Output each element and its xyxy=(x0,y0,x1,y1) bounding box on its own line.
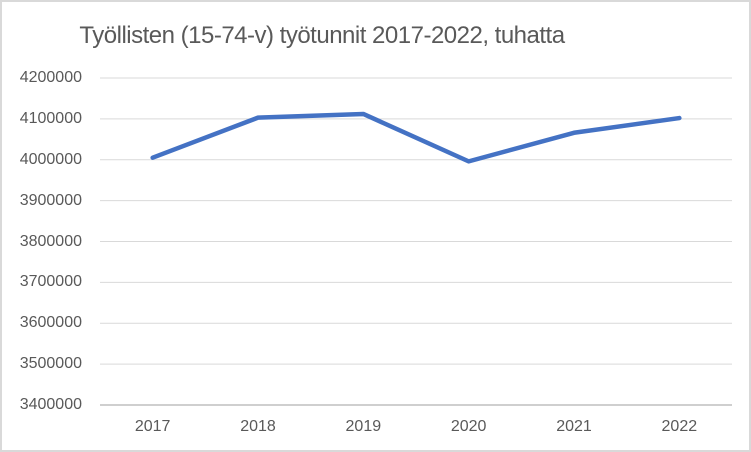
x-axis-tick-label: 2019 xyxy=(345,418,382,435)
y-axis-tick-label: 3400000 xyxy=(19,396,82,413)
x-axis-tick-label: 2021 xyxy=(556,418,592,435)
y-axis-tick-label: 3500000 xyxy=(19,355,82,373)
y-axis-tick-label: 4100000 xyxy=(19,109,82,127)
chart-title: Työllisten (15-74-v) työtunnit 2017-2022… xyxy=(79,22,565,49)
y-axis-tick-label: 3700000 xyxy=(19,273,82,291)
y-axis-tick-label: 4000000 xyxy=(19,150,82,168)
data-series-line xyxy=(150,111,682,164)
y-axis-tick-label: 4200000 xyxy=(19,69,82,86)
y-axis-tick-label: 3800000 xyxy=(19,232,82,250)
x-axis-tick-label: 2017 xyxy=(134,418,171,435)
x-axis-tick-label: 2020 xyxy=(450,418,487,435)
x-axis-tick-label: 2022 xyxy=(661,418,698,435)
x-axis-tick-label: 2018 xyxy=(240,418,276,435)
y-axis-tick-label: 3600000 xyxy=(19,314,82,332)
y-axis-tick-label: 3900000 xyxy=(19,191,82,209)
